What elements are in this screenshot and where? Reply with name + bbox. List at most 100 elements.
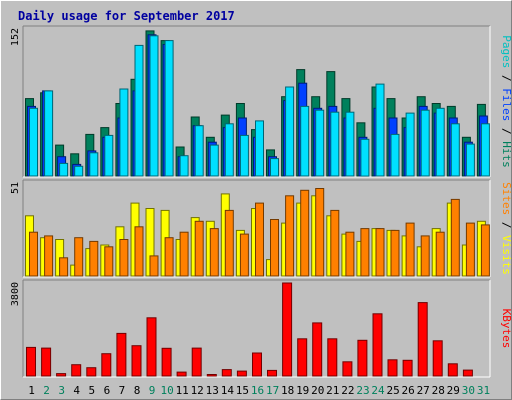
bar-visits-sites-27: [420, 235, 430, 277]
bar-hits-pages-21: [330, 111, 340, 177]
legend-visits: Sites / Visits: [500, 182, 512, 275]
x-label-day-5: 5: [88, 384, 95, 397]
x-label-day-4: 4: [73, 384, 80, 397]
x-label-day-27: 27: [417, 384, 430, 397]
bar-hits-pages-4: [74, 165, 84, 177]
bar-kbytes-kbytes-17: [267, 369, 277, 377]
bar-visits-sites-12: [194, 220, 204, 277]
bar-kbytes-kbytes-7: [116, 332, 127, 377]
bar-kbytes-kbytes-5: [86, 367, 97, 377]
bar-visits-sites-13: [209, 228, 219, 277]
bar-kbytes-kbytes-30: [462, 369, 473, 377]
bar-kbytes-kbytes-11: [176, 371, 187, 377]
legend-kbytes: KBytes: [500, 309, 512, 349]
bar-visits-sites-3: [59, 257, 69, 277]
bar-hits-pages-15: [239, 134, 249, 177]
bar-kbytes-kbytes-18: [282, 282, 293, 377]
x-label-day-12: 12: [191, 384, 204, 397]
legend-part-visits-2: Visits: [500, 235, 512, 275]
bar-hits-pages-9: [149, 35, 159, 177]
x-label-day-19: 19: [296, 384, 309, 397]
bar-visits-sites-15: [239, 233, 249, 277]
bar-hits-pages-22: [345, 111, 355, 177]
bar-hits-pages-16: [255, 120, 264, 177]
x-label-day-3: 3: [58, 384, 65, 397]
bar-visits-sites-28: [435, 231, 445, 277]
x-label-day-30: 30: [462, 384, 475, 397]
x-label-day-21: 21: [326, 384, 339, 397]
bar-visits-sites-2: [44, 235, 54, 277]
bar-hits-pages-31: [480, 123, 490, 177]
bar-kbytes-kbytes-13: [206, 374, 217, 377]
bar-kbytes-kbytes-19: [297, 338, 308, 377]
bar-kbytes-kbytes-15: [236, 370, 247, 377]
bar-hits-pages-18: [285, 86, 295, 177]
bar-kbytes-kbytes-27: [417, 302, 428, 377]
bar-visits-sites-25: [390, 229, 400, 277]
bar-kbytes-kbytes-29: [447, 363, 458, 377]
bar-hits-pages-7: [119, 88, 129, 177]
bar-kbytes-kbytes-4: [71, 364, 82, 377]
bar-kbytes-kbytes-8: [131, 345, 142, 377]
bar-visits-sites-30: [465, 222, 475, 277]
bar-visits-sites-22: [345, 231, 355, 277]
bar-hits-pages-12: [194, 125, 204, 177]
bar-hits-pages-2: [44, 90, 54, 177]
bar-hits-pages-11: [179, 155, 189, 177]
bar-kbytes-kbytes-12: [191, 347, 202, 377]
bar-kbytes-kbytes-28: [432, 340, 443, 377]
x-label-day-7: 7: [119, 384, 126, 397]
bar-hits-pages-3: [59, 162, 69, 177]
legend-part-visits-1: /: [500, 215, 512, 235]
bar-visits-sites-29: [450, 198, 460, 277]
bar-visits-sites-23: [360, 228, 370, 277]
x-label-day-11: 11: [176, 384, 189, 397]
bar-hits-pages-6: [104, 134, 114, 177]
bar-visits-sites-6: [104, 246, 114, 277]
x-label-day-6: 6: [104, 384, 111, 397]
bar-hits-pages-25: [390, 133, 400, 177]
bar-kbytes-kbytes-24: [372, 313, 383, 377]
legend-part-hits-1: /: [500, 68, 512, 88]
bar-visits-sites-7: [119, 239, 129, 277]
y-tick-visits: 51: [10, 182, 21, 194]
x-label-day-1: 1: [28, 384, 35, 397]
legend-hits: Pages / Files / Hits: [500, 35, 512, 168]
x-label-day-9: 9: [149, 384, 156, 397]
bar-visits-sites-26: [405, 222, 415, 277]
bar-visits-sites-18: [285, 195, 295, 277]
bar-kbytes-kbytes-22: [342, 361, 353, 377]
bar-kbytes-kbytes-6: [101, 353, 112, 377]
bar-visits-sites-17: [270, 219, 279, 277]
bar-hits-pages-5: [89, 152, 99, 177]
bar-visits-sites-14: [224, 209, 234, 277]
bar-visits-sites-1: [29, 231, 38, 277]
x-label-day-14: 14: [221, 384, 235, 397]
x-label-day-2: 2: [43, 384, 50, 397]
x-label-day-28: 28: [432, 384, 445, 397]
bar-kbytes-kbytes-2: [41, 347, 52, 377]
bar-visits-sites-4: [74, 237, 84, 277]
y-tick-hits: 152: [10, 28, 21, 46]
bar-visits-sites-24: [375, 228, 385, 277]
bar-visits-sites-16: [255, 202, 264, 277]
bar-visits-sites-8: [134, 226, 144, 277]
x-label-day-25: 25: [386, 384, 399, 397]
legend-part-hits-3: /: [500, 121, 512, 141]
bar-kbytes-kbytes-25: [387, 359, 398, 377]
bar-hits-pages-17: [270, 158, 279, 177]
x-label-day-26: 26: [401, 384, 414, 397]
x-label-day-24: 24: [371, 384, 385, 397]
legend-part-hits-4: Hits: [500, 141, 512, 168]
bar-hits-pages-10: [164, 40, 174, 177]
bar-hits-pages-28: [435, 107, 445, 177]
bar-hits-pages-26: [405, 112, 415, 177]
bar-hits-pages-30: [465, 143, 475, 177]
legend-part-hits-2: Files: [500, 88, 512, 121]
bar-hits-pages-29: [450, 123, 460, 177]
bar-kbytes-kbytes-10: [161, 347, 172, 377]
bar-kbytes-kbytes-26: [402, 359, 413, 377]
x-label-day-20: 20: [311, 384, 324, 397]
bar-visits-sites-21: [330, 209, 340, 277]
